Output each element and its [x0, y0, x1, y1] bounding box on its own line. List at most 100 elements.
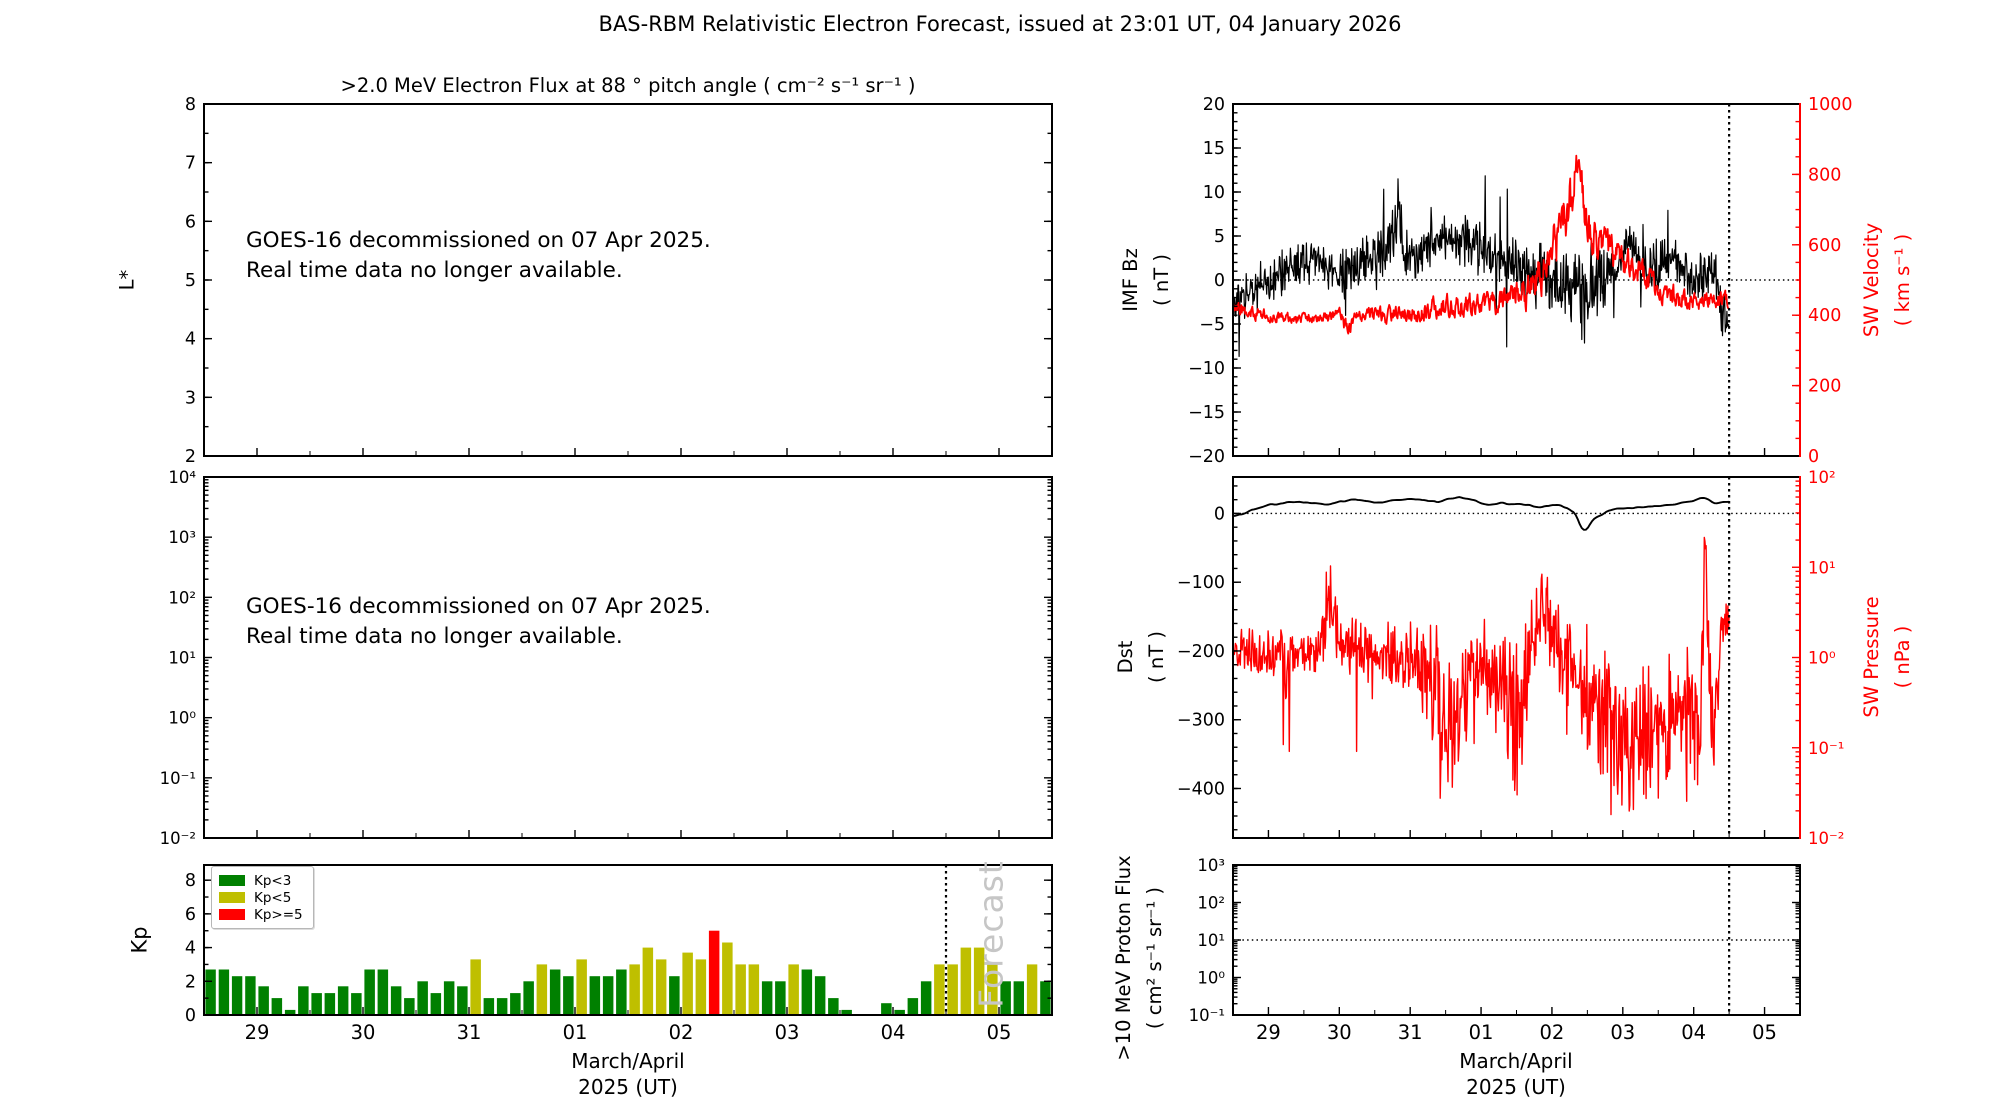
imf-bz-axis-label-line1: IMF Bz	[1119, 248, 1142, 312]
kp-bar	[523, 981, 534, 1015]
proton-x-tick-label: 01	[1469, 1021, 1494, 1044]
panel-frame	[1232, 864, 1801, 1016]
kp-bar	[695, 959, 707, 1015]
kp-bar	[483, 998, 495, 1015]
kp-legend-swatch-yellow	[219, 892, 245, 903]
pressure-tick-label: 10⁻¹	[1808, 739, 1844, 758]
velocity-tick-label: 600	[1808, 236, 1841, 256]
flux-tick-label: 10¹	[168, 649, 196, 668]
kp-bar	[616, 969, 627, 1015]
kp-bar	[311, 993, 322, 1015]
proton-x-tick-label: 02	[1540, 1021, 1565, 1044]
flux-tick-label: 10³	[168, 528, 196, 547]
kp-bar	[629, 964, 640, 1015]
kp-bar	[881, 1003, 892, 1015]
imf-tick-label: −20	[1188, 447, 1225, 467]
proton-flux-axis-label-line2: ( cm² s⁻¹ sr⁻¹ )	[1143, 886, 1166, 1030]
dst-axis-label-line2: ( nT )	[1145, 631, 1168, 683]
kp-bar	[669, 976, 680, 1015]
kp-bar	[602, 976, 614, 1015]
panel-frame	[203, 103, 1053, 457]
kp-legend-swatch-red	[219, 909, 245, 920]
lstar-tick-label: 3	[185, 388, 196, 408]
kp-bar	[377, 969, 389, 1015]
kp-bar	[1040, 981, 1051, 1015]
imf-tick-label: 5	[1214, 227, 1225, 247]
imf-tick-label: 10	[1203, 183, 1225, 203]
kp-legend: Kp<3 Kp<5 Kp>=5	[211, 866, 314, 929]
sw-velocity-series	[1233, 154, 1730, 335]
sw-pressure-axis-label-line2: ( nPa )	[1891, 625, 1914, 689]
kp-bar	[987, 964, 998, 1015]
kp-x-tick-label: 30	[351, 1021, 376, 1044]
sw-pressure-axis-label: SW Pressure ( nPa )	[1856, 596, 1918, 717]
lstar-tick-label: 6	[185, 212, 196, 232]
proton-x-tick-label: 30	[1327, 1021, 1352, 1044]
kp-x-tick-label: 03	[775, 1021, 800, 1044]
pressure-tick-label: 10¹	[1808, 558, 1836, 577]
imf-tick-label: −5	[1199, 315, 1225, 335]
velocity-tick-label: 400	[1808, 306, 1841, 326]
kp-bar	[1026, 964, 1038, 1015]
dst-tick-label: 0	[1214, 504, 1225, 524]
proton-x-tick-label: 05	[1752, 1021, 1777, 1044]
lstar-tick-label: 4	[185, 330, 196, 350]
kp-bar	[231, 976, 243, 1015]
lstar-axis-label: L*	[115, 269, 139, 291]
proton-x-tick-label: 03	[1610, 1021, 1635, 1044]
right-x-axis-label-line1: March/April	[1459, 1049, 1573, 1073]
kp-bar	[748, 964, 760, 1015]
kp-bar	[642, 947, 654, 1015]
sw-velocity-axis-label: SW Velocity ( km s⁻¹ )	[1856, 223, 1918, 337]
imf-tick-label: −10	[1188, 359, 1225, 379]
proton-x-tick-label: 04	[1681, 1021, 1706, 1044]
goes16-annotation-middle-line2: Real time data no longer available.	[246, 624, 623, 649]
kp-bar	[457, 986, 468, 1015]
kp-tick-label: 4	[185, 939, 196, 959]
kp-bar	[549, 969, 561, 1015]
kp-x-tick-label: 04	[881, 1021, 906, 1044]
dst-tick-label: −200	[1177, 642, 1225, 662]
kp-legend-item-yellow: Kp<5	[219, 889, 303, 906]
kp-bar	[245, 976, 256, 1015]
sw-velocity-axis-label-line2: ( km s⁻¹ )	[1891, 233, 1914, 327]
right-x-axis-label: March/April 2025 (UT)	[1459, 1048, 1572, 1100]
kp-bar	[404, 998, 415, 1015]
kp-bar	[337, 986, 349, 1015]
kp-tick-label: 6	[185, 905, 196, 925]
imf-bz-axis-label: IMF Bz ( nT )	[1115, 248, 1177, 312]
electron-flux-panel-title: >2.0 MeV Electron Flux at 88 ° pitch ang…	[340, 74, 916, 97]
kp-bar	[761, 981, 773, 1015]
kp-bar	[960, 947, 972, 1015]
flux-tick-label: 10⁰	[168, 709, 196, 728]
proton-x-tick-label: 31	[1398, 1021, 1423, 1044]
kp-legend-item-red: Kp>=5	[219, 906, 303, 923]
imf-tick-label: 15	[1203, 139, 1225, 159]
kp-bar	[775, 981, 786, 1015]
kp-bar	[417, 981, 428, 1015]
kp-bar	[947, 964, 958, 1015]
sw-pressure-axis-label-line1: SW Pressure	[1860, 596, 1883, 718]
kp-bar	[722, 942, 733, 1015]
kp-x-tick-label: 29	[245, 1021, 270, 1044]
velocity-tick-label: 200	[1808, 377, 1841, 397]
proton-flux-axis-label-line1: >10 MeV Proton Flux	[1112, 855, 1135, 1061]
kp-bar	[920, 981, 932, 1015]
kp-bar	[443, 981, 455, 1015]
proton-tick-label: 10³	[1197, 856, 1225, 875]
kp-bar	[271, 998, 283, 1015]
proton-tick-label: 10⁰	[1197, 969, 1225, 988]
kp-bar	[563, 976, 574, 1015]
dst-axis-label: Dst ( nT )	[1110, 631, 1172, 683]
proton-flux-axis-label: >10 MeV Proton Flux ( cm² s⁻¹ sr⁻¹ )	[1108, 855, 1170, 1060]
kp-bar	[430, 993, 442, 1015]
right-x-axis-label-line2: 2025 (UT)	[1466, 1075, 1566, 1099]
kp-bar	[841, 1009, 852, 1015]
kp-bar	[1000, 981, 1011, 1015]
kp-bar	[205, 969, 216, 1015]
kp-tick-label: 8	[185, 871, 196, 891]
kp-legend-label-yellow: Kp<5	[254, 889, 292, 906]
kp-bar	[576, 959, 587, 1015]
sw-pressure-series	[1233, 536, 1730, 816]
panel-frame	[203, 864, 1053, 1016]
